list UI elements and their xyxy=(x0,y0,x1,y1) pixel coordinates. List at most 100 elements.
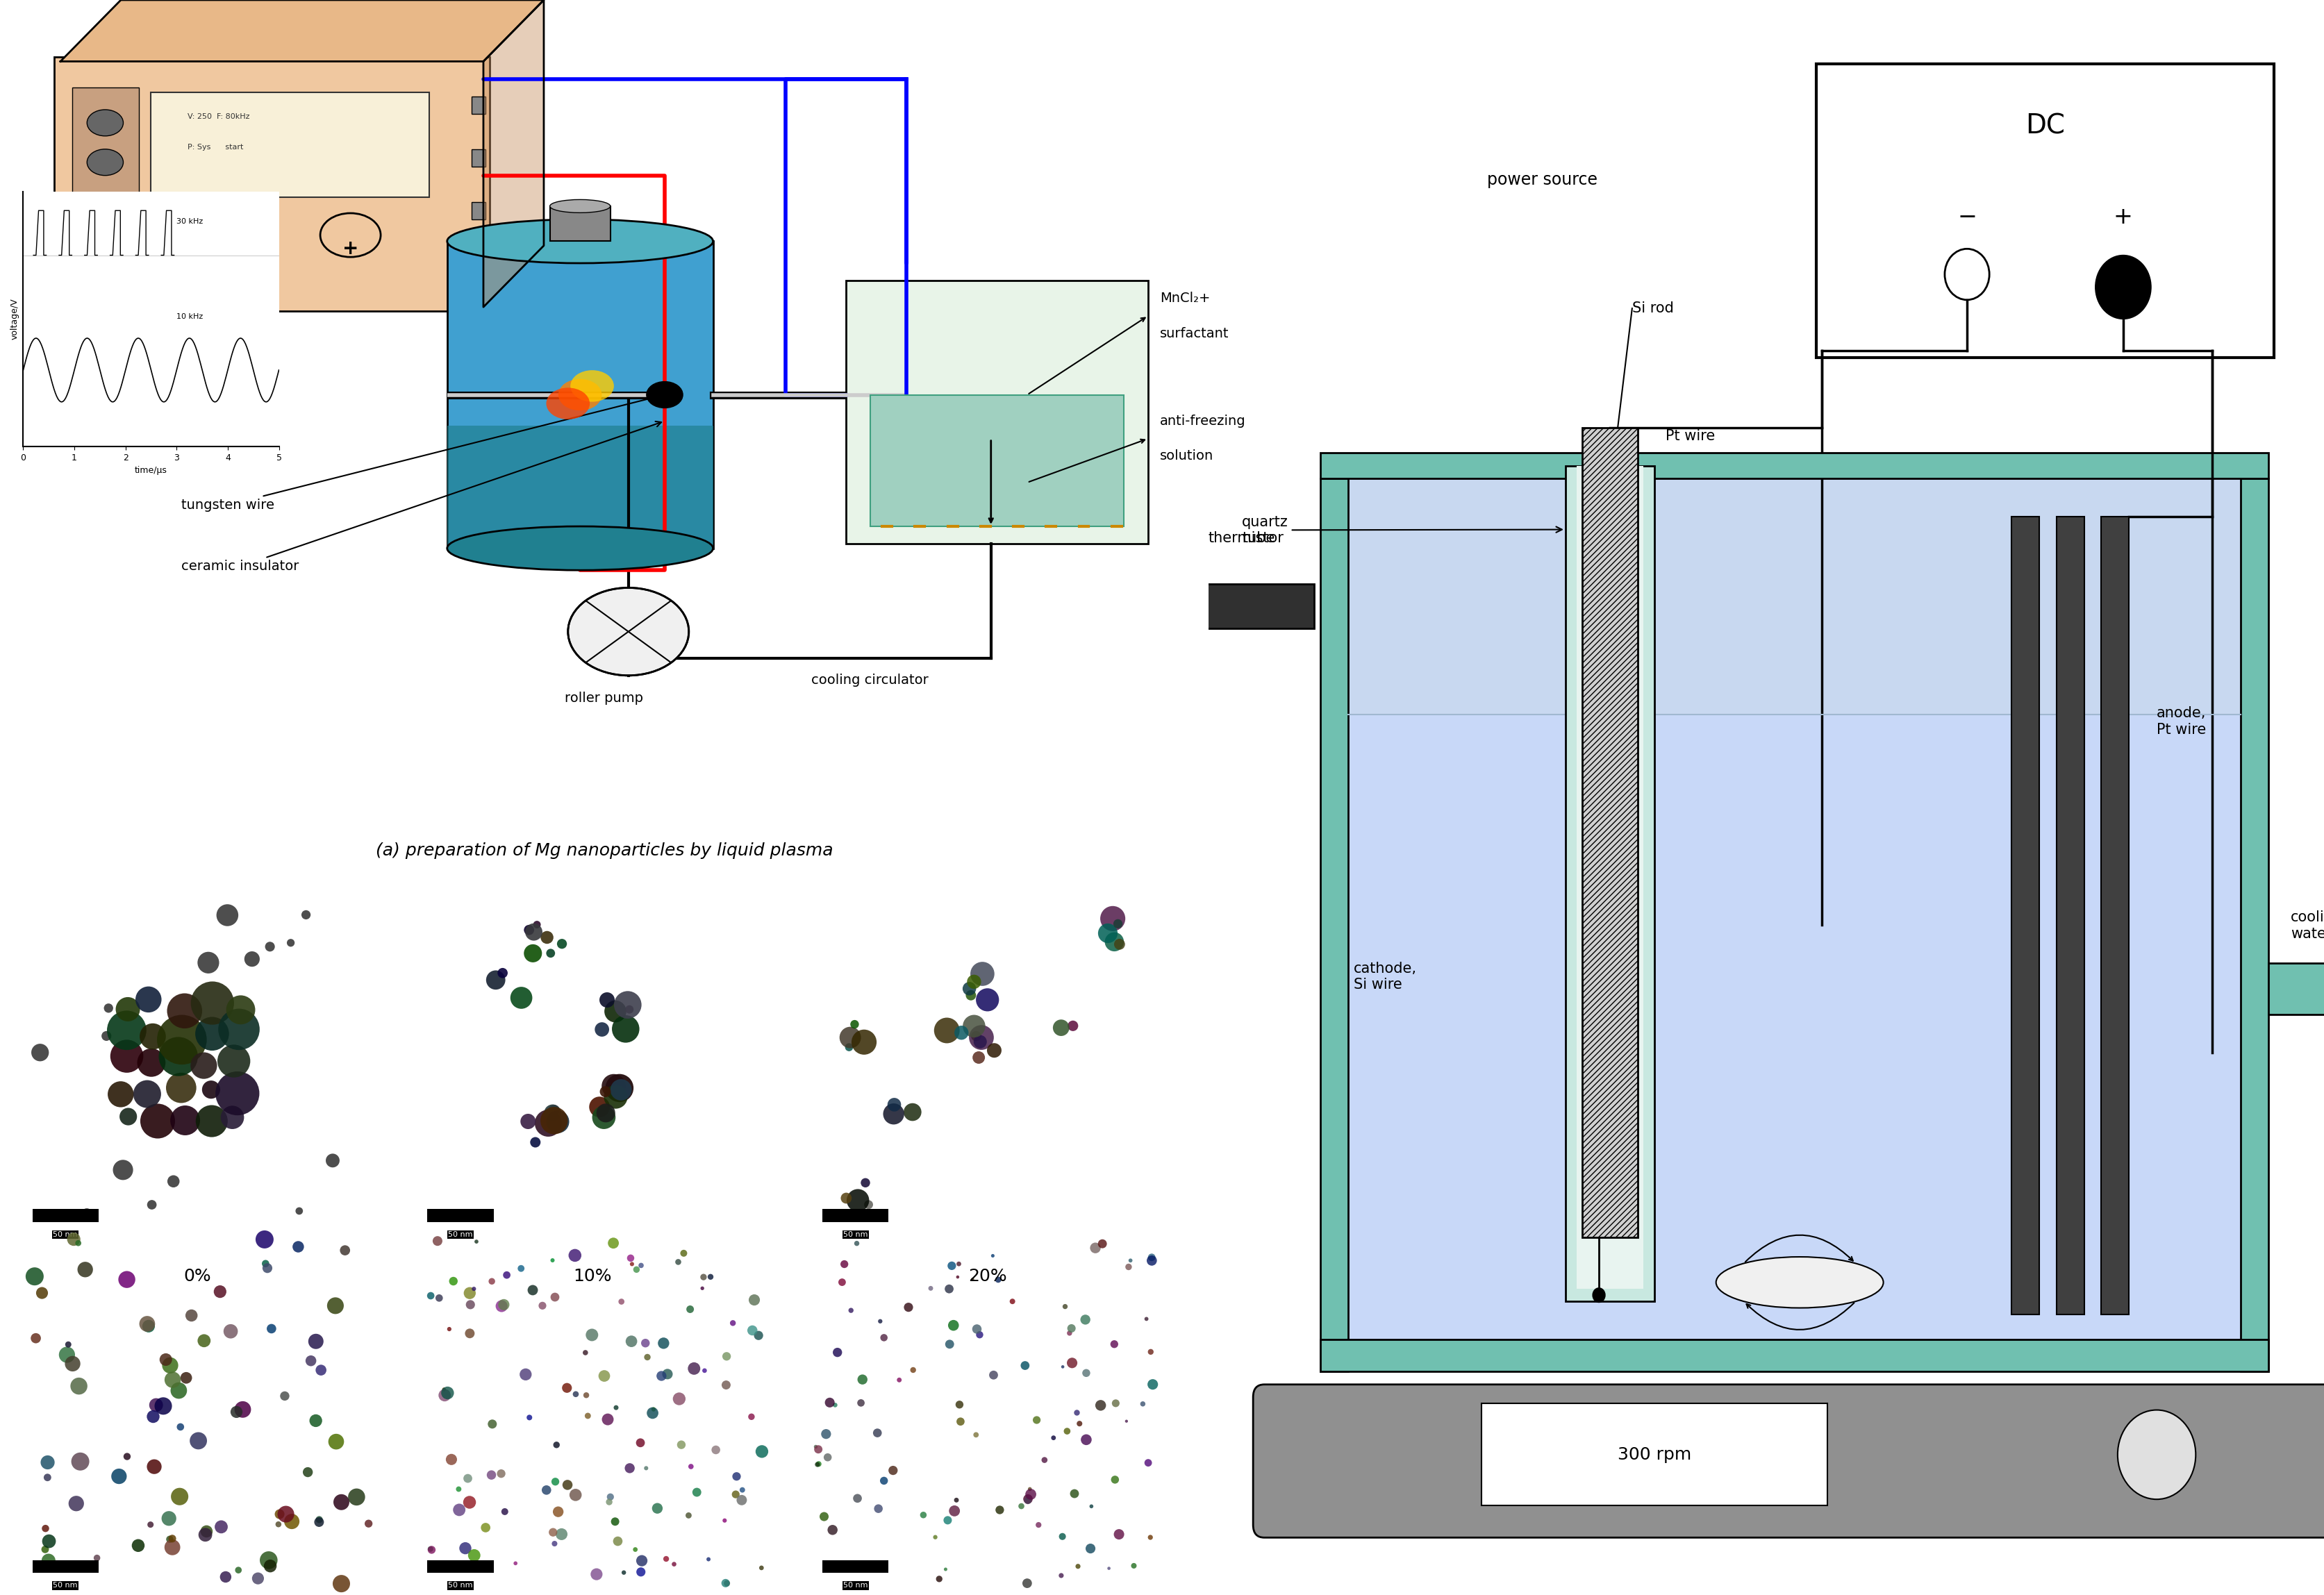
Text: thermistor: thermistor xyxy=(1208,531,1285,545)
Circle shape xyxy=(1037,1522,1041,1528)
Circle shape xyxy=(523,944,541,962)
Circle shape xyxy=(497,1469,504,1479)
Circle shape xyxy=(688,1464,693,1469)
Circle shape xyxy=(813,1445,818,1448)
Circle shape xyxy=(644,1466,648,1471)
Circle shape xyxy=(955,1276,960,1279)
Circle shape xyxy=(172,1488,188,1506)
Circle shape xyxy=(860,1179,869,1187)
Circle shape xyxy=(637,1555,648,1566)
Circle shape xyxy=(1062,1305,1067,1309)
Circle shape xyxy=(569,370,614,402)
Circle shape xyxy=(1032,1416,1041,1424)
Circle shape xyxy=(611,1517,618,1526)
Circle shape xyxy=(202,217,256,257)
Circle shape xyxy=(502,1509,509,1515)
Circle shape xyxy=(349,1488,365,1506)
Circle shape xyxy=(957,1262,962,1266)
Circle shape xyxy=(163,1357,179,1373)
Bar xyxy=(446,426,713,549)
Circle shape xyxy=(1009,1298,1016,1305)
Bar xyxy=(1320,478,2268,1372)
Circle shape xyxy=(139,1104,174,1139)
Circle shape xyxy=(946,1340,955,1349)
Circle shape xyxy=(937,1576,944,1582)
Circle shape xyxy=(40,1455,56,1469)
Circle shape xyxy=(832,1402,837,1407)
Circle shape xyxy=(732,1490,739,1498)
Circle shape xyxy=(558,939,567,949)
Ellipse shape xyxy=(446,526,713,571)
Circle shape xyxy=(514,1562,518,1565)
Circle shape xyxy=(42,1534,56,1549)
FancyBboxPatch shape xyxy=(846,281,1148,544)
Circle shape xyxy=(888,1097,902,1112)
Circle shape xyxy=(139,1316,156,1332)
Circle shape xyxy=(720,1579,730,1587)
Circle shape xyxy=(1085,1544,1095,1554)
Ellipse shape xyxy=(446,219,713,263)
Circle shape xyxy=(428,1546,432,1552)
Bar xyxy=(2240,478,2268,1372)
Circle shape xyxy=(723,1581,730,1587)
Circle shape xyxy=(26,1268,44,1286)
Circle shape xyxy=(486,1471,495,1480)
Circle shape xyxy=(465,1329,474,1338)
Circle shape xyxy=(927,1286,934,1290)
Circle shape xyxy=(502,1271,511,1279)
Circle shape xyxy=(1076,1421,1083,1426)
Circle shape xyxy=(1148,1349,1153,1354)
Circle shape xyxy=(218,1008,260,1050)
Circle shape xyxy=(904,1104,920,1121)
Circle shape xyxy=(1111,1475,1118,1483)
Circle shape xyxy=(114,1160,132,1180)
Circle shape xyxy=(158,1037,198,1077)
Circle shape xyxy=(874,1429,881,1437)
Circle shape xyxy=(1125,1420,1127,1423)
Circle shape xyxy=(911,1367,916,1373)
Circle shape xyxy=(611,1080,632,1101)
Circle shape xyxy=(614,1536,623,1546)
Text: Pt wire: Pt wire xyxy=(1666,429,1715,443)
Circle shape xyxy=(995,1276,1002,1282)
Circle shape xyxy=(1067,1330,1071,1335)
Circle shape xyxy=(286,939,295,947)
Circle shape xyxy=(553,1442,560,1448)
Circle shape xyxy=(132,1080,160,1109)
Circle shape xyxy=(428,1292,435,1300)
Circle shape xyxy=(1020,1361,1030,1370)
Circle shape xyxy=(202,1080,221,1099)
Circle shape xyxy=(637,1568,646,1576)
Circle shape xyxy=(990,1254,995,1257)
Circle shape xyxy=(1062,1365,1064,1369)
Bar xyxy=(823,1209,888,1222)
Circle shape xyxy=(465,1287,476,1298)
Circle shape xyxy=(934,1534,937,1539)
Polygon shape xyxy=(60,0,544,61)
Circle shape xyxy=(446,1455,458,1466)
Circle shape xyxy=(225,995,256,1024)
Circle shape xyxy=(153,1397,172,1415)
Circle shape xyxy=(955,1400,964,1408)
Circle shape xyxy=(946,1284,953,1294)
Circle shape xyxy=(302,911,311,919)
Circle shape xyxy=(569,1249,581,1262)
Bar xyxy=(33,1560,98,1573)
Circle shape xyxy=(486,970,504,989)
Circle shape xyxy=(569,1488,581,1501)
Circle shape xyxy=(551,1258,555,1262)
Text: anode,
Pt wire: anode, Pt wire xyxy=(2157,707,2205,737)
Circle shape xyxy=(632,1266,639,1273)
Circle shape xyxy=(1025,1498,1032,1504)
Circle shape xyxy=(309,1333,323,1349)
Circle shape xyxy=(1592,1287,1606,1303)
Circle shape xyxy=(855,1241,860,1246)
Circle shape xyxy=(641,1338,651,1348)
Circle shape xyxy=(67,1233,81,1246)
Circle shape xyxy=(1069,1490,1078,1498)
Text: 300 rpm: 300 rpm xyxy=(1618,1447,1692,1463)
Circle shape xyxy=(920,1512,927,1518)
Circle shape xyxy=(30,1333,42,1343)
Bar xyxy=(2057,517,2085,1314)
Circle shape xyxy=(586,1413,590,1420)
